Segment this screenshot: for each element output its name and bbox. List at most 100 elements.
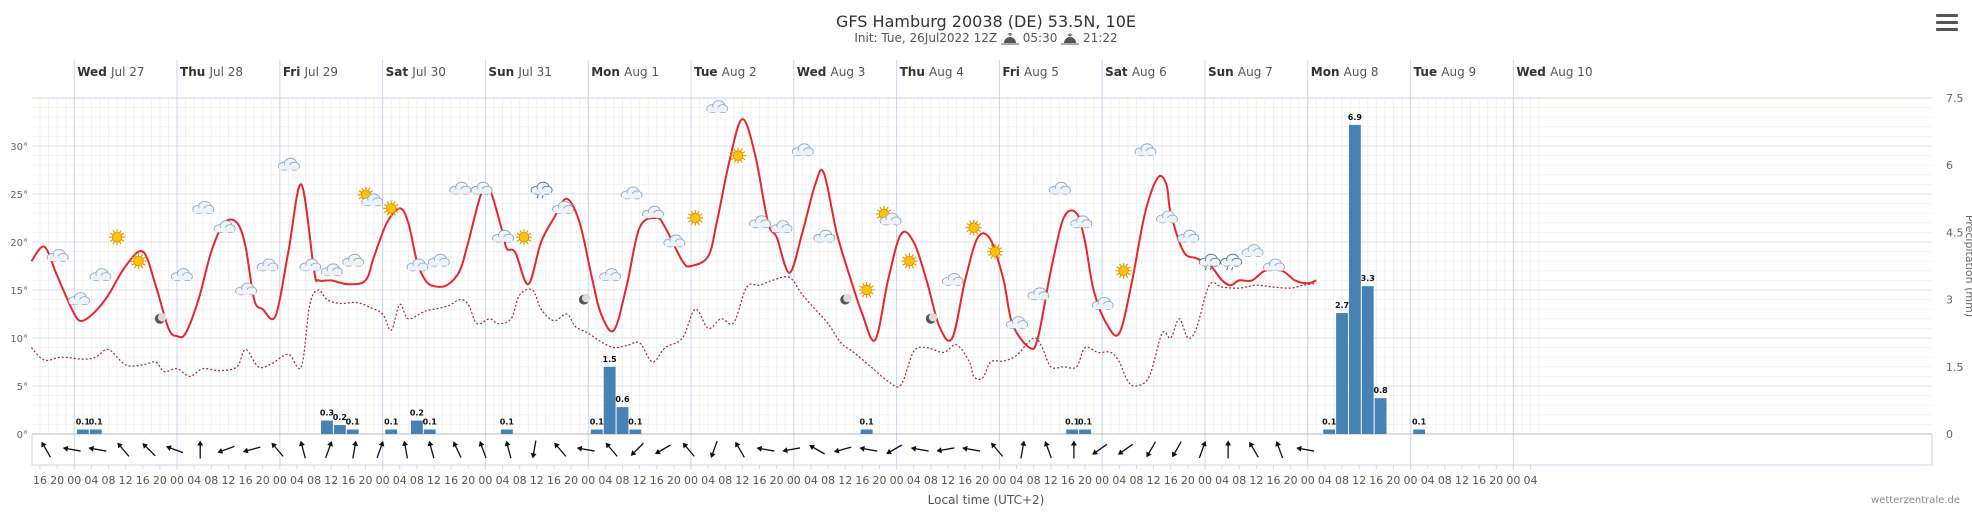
wind-arrow-icon [62,445,81,452]
hour-tick-label: 20 [1284,474,1298,487]
day-label: Wed Aug 10 [1516,65,1592,79]
hour-tick-label: 08 [1027,474,1041,487]
hour-tick-label: 16 [1267,474,1281,487]
precipitation-bar [629,429,642,434]
y-tick-right: 3 [1946,294,1953,307]
hour-tick-label: 00 [170,474,184,487]
precipitation-bar [385,429,398,434]
y-tick-right: 0 [1946,428,1953,441]
hour-tick-label: 12 [1455,474,1469,487]
wind-arrow-icon [1092,443,1108,455]
precipitation-bar [1374,398,1387,434]
cloud-icon [1134,143,1157,157]
precipitation-bars: 0.10.10.30.20.1 0.10.20.1 0.1 0.11.50.60.1 0… [76,113,1427,434]
precipitation-label: 0.1 [76,418,91,427]
partly-sunny-icon [357,186,384,207]
precipitation-bar [603,366,616,434]
sun-icon [109,229,126,246]
sunset-time: 21:22 [1083,31,1118,45]
precipitation-label: 0.2 [410,409,424,418]
hour-tick-label: 12 [633,474,647,487]
precipitation-bar [590,429,603,434]
cloud-icon [663,234,686,248]
hour-tick-label: 00 [992,474,1006,487]
precipitation-label: 0.1 [1322,418,1337,427]
sun-icon [965,219,982,236]
hour-tick-label: 20 [1181,474,1195,487]
precipitation-bar [410,420,423,434]
wind-arrow-icon [833,446,852,454]
hour-tick-label: 04 [1215,474,1229,487]
precipitation-bar [1348,124,1361,434]
moon-icon [840,293,852,305]
hour-tick-label: 04 [1318,474,1332,487]
cloud-icon [406,258,429,272]
sunrise-time: 05:30 [1022,31,1058,45]
wind-arrow-icon [402,440,409,459]
precipitation-label: 0.1 [500,418,515,427]
hour-tick-label: 00 [1198,474,1212,487]
hour-tick-label: 08 [1232,474,1246,487]
sun-icon [383,200,400,217]
wind-arrow-icon [1020,440,1027,459]
hour-tick-label: 04 [496,474,510,487]
wind-arrow-icon [1172,441,1182,458]
hour-tick-label: 00 [787,474,801,487]
hour-tick-label: 16 [855,474,869,487]
hour-tick-label: 12 [427,474,441,487]
precipitation-label: 1.5 [603,355,618,364]
axes [31,60,1933,469]
cloud-icon [791,143,814,157]
hour-tick-label: 16 [753,474,767,487]
sun-icon [687,210,704,226]
cloud-icon [213,220,236,234]
wind-arrow-icon [325,441,333,459]
wind-arrow-icon [962,445,981,452]
cloud-icon [706,100,729,113]
hour-tick-label: 16 [547,474,561,487]
day-label: Sun Jul 31 [488,65,551,79]
hour-tick-label: 20 [1489,474,1503,487]
cloud-icon [1070,215,1093,229]
wind-arrow-icon [242,446,261,454]
hour-tick-label: 08 [821,474,835,487]
sun-icon [987,243,1004,260]
wind-arrow-icon [1198,441,1207,459]
hour-tick-label: 04 [1421,474,1435,487]
hour-tick-label: 00 [1404,474,1418,487]
hour-tick-label: 20 [1386,474,1400,487]
day-label: Fri Jul 29 [283,65,338,79]
hour-tick-label: 08 [615,474,629,487]
precipitation-bar [89,429,102,434]
hamburger-menu-icon[interactable] [1936,14,1958,34]
wind-arrow-icon [576,445,595,452]
hour-tick-label: 00 [273,474,287,487]
precipitation-bar [1066,429,1079,434]
hour-tick-label: 20 [770,474,784,487]
hour-tick-label: 08 [204,474,218,487]
cloud-icon [1048,181,1071,195]
cloud-icon [813,229,836,243]
cloud-icon [320,263,343,277]
hour-tick-label: 16 [1472,474,1486,487]
cloud-icon [941,272,964,286]
hour-tick-label: 08 [513,474,527,487]
wind-arrow-icon [655,444,671,455]
hour-tick-label: 16 [958,474,972,487]
axis-labels: Wed Jul 27 Thu Jul 28 Fri Jul 29 Sat Jul 30… [10,65,1972,487]
y-tick-left: 10° [10,334,28,345]
wind-arrow-icon [427,440,435,459]
wind-arrow-icon [352,440,359,459]
wind-arrow-icon [1044,441,1052,459]
day-label: Mon Aug 8 [1311,65,1379,79]
hour-tick-label: 04 [393,474,407,487]
hour-tick-label: 16 [444,474,458,487]
moon-icon [925,313,938,324]
hour-tick-label: 00 [581,474,595,487]
wind-arrow-icon [682,442,695,457]
hour-tick-label: 00 [890,474,904,487]
dewpoint-line [30,276,1317,388]
wind-arrow-icon [117,442,130,457]
cloud-icon [256,258,279,272]
cloud-icon [278,157,300,171]
